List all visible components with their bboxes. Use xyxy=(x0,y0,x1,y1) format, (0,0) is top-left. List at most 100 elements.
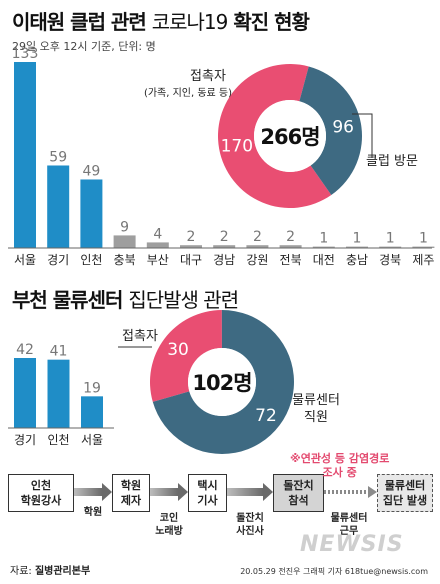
bar-value-충북: 9 xyxy=(120,219,129,235)
itaewon-visit-leader-line xyxy=(352,113,373,158)
itaewon-slice-value-접촉자: 170 xyxy=(221,136,253,156)
x-tick-인천: 인천 xyxy=(80,252,102,267)
flow-box-party-attendee: 돌잔치 참석 xyxy=(273,474,324,512)
source-name: 질병관리본부 xyxy=(34,566,91,577)
bucheon-worker-label-line-1: 물류센터 xyxy=(292,393,340,408)
source-prefix: 자료: xyxy=(10,566,35,577)
flow-label-logistics-work: 물류센터 근무 xyxy=(330,513,368,537)
flow-box-logistics-cluster: 물류센터 집단 발생 xyxy=(377,474,433,512)
bar-제주 xyxy=(412,246,435,248)
bar-value-충남: 1 xyxy=(353,231,362,247)
itaewon-hole xyxy=(254,100,326,172)
flow-arrow-2 xyxy=(150,483,188,501)
credit-line: 20.05.29 전진우 그래픽 기자 618tue@newsis.com xyxy=(240,567,428,576)
bar-value-경기: 59 xyxy=(49,149,67,165)
title-part3: 확진 현황 xyxy=(233,10,310,34)
newsis-watermark: NEWSIS xyxy=(300,532,404,557)
bar-충남 xyxy=(346,246,368,248)
bucheon-worker-label-line-2: 직원 xyxy=(304,410,328,425)
bar-전북 xyxy=(279,245,302,248)
bar-인천 xyxy=(80,179,103,248)
bar-대구 xyxy=(180,245,202,248)
bucheon-slice-접촉자 xyxy=(150,310,222,402)
x-tick-서울: 서울 xyxy=(14,253,36,267)
title-part2: 코로나19 xyxy=(151,10,229,34)
chart-subtitle: 29일 오후 12시 기준, 단위: 명 xyxy=(12,40,156,53)
x-tick-제주: 제주 xyxy=(412,253,434,267)
bucheon-bar-서울 xyxy=(81,396,103,428)
x-tick-부산: 부산 xyxy=(147,253,169,267)
bucheon-total-label: 102명 xyxy=(192,371,251,395)
bucheon-slice-value-접촉자: 30 xyxy=(167,340,189,360)
itaewon-total-label: 266명 xyxy=(260,125,319,149)
bucheon-bar-chart: 42 경기 41 인천 19 서울 xyxy=(8,342,114,447)
investigation-note: ※연관성 등 감염경로 조사 중 xyxy=(290,452,390,479)
bucheon-x-tick-인천: 인천 xyxy=(47,432,69,447)
section2-title-light: 집단발생 관련 xyxy=(128,288,239,312)
section2-title: 부천 물류센터 집단발생 관련 xyxy=(12,284,239,313)
x-tick-대구: 대구 xyxy=(180,253,202,267)
x-tick-경북: 경북 xyxy=(379,253,401,267)
x-tick-경기: 경기 xyxy=(47,253,69,267)
bar-value-인천: 49 xyxy=(82,163,100,179)
bar-경남 xyxy=(213,245,236,248)
bar-경북 xyxy=(379,246,402,248)
title-part1: 이태원 클럽 관련 xyxy=(12,10,147,34)
flow-arrow-4-dotted xyxy=(324,486,377,498)
x-tick-충북: 충북 xyxy=(114,253,136,267)
flow-arrow-3 xyxy=(227,483,273,501)
itaewon-visit-label: 클럽 방문 xyxy=(366,154,418,169)
source-line: 자료: 질병관리본부 xyxy=(10,562,90,577)
flow-label-coin-karaoke: 코인 노래방 xyxy=(155,513,183,537)
bucheon-bar-value-인천: 41 xyxy=(50,344,68,360)
x-tick-대전: 대전 xyxy=(313,253,335,267)
bar-value-대구: 2 xyxy=(187,229,196,245)
bucheon-slice-물류센터-직원 xyxy=(152,309,294,455)
flow-label-academy: 학원 xyxy=(83,507,103,518)
flow-box-taxi-driver: 택시 기사 xyxy=(188,474,227,512)
x-tick-강원: 강원 xyxy=(246,253,268,267)
itaewon-contact-sublabel: (가족, 지인, 동료 등) xyxy=(144,87,232,99)
itaewon-slice-접촉자 xyxy=(218,63,332,208)
regional-bar-chart: 133 서울 59 경기 49 인천 9 충북 4 부산 2 대구 2 경남 2 강원 2 전북 1 대전 1 충남 1 경북… xyxy=(8,46,434,267)
bar-value-경북: 1 xyxy=(386,231,395,247)
flow-box-students: 학원 제자 xyxy=(112,474,150,512)
bar-대전 xyxy=(312,246,335,248)
itaewon-contact-label: 접촉자 xyxy=(190,69,226,84)
bar-value-서울: 133 xyxy=(12,46,39,62)
x-tick-충남: 충남 xyxy=(346,253,368,267)
bucheon-bar-인천 xyxy=(47,359,70,428)
charts-canvas: 133 서울 59 경기 49 인천 9 충북 4 부산 2 대구 2 경남 2 강원 2 전북 1 대전 1 충남 1 경북… xyxy=(8,46,434,455)
bucheon-bar-경기 xyxy=(14,358,36,428)
bar-서울 xyxy=(14,62,36,248)
flow-label-party-photographer: 돌잔치 사진사 xyxy=(236,513,264,537)
bar-부산 xyxy=(146,242,169,248)
bar-강원 xyxy=(246,245,269,248)
itaewon-slice-value-클럽-방문: 96 xyxy=(332,118,354,138)
bucheon-slice-value-물류센터-직원: 72 xyxy=(255,406,277,426)
itaewon-donut-chart: 266명 170 96 접촉자 (가족, 지인, 동료 등) 클럽 방문 xyxy=(144,63,418,208)
bar-충북 xyxy=(113,235,136,248)
bar-value-경남: 2 xyxy=(220,229,229,245)
flow-arrows xyxy=(74,483,377,501)
x-tick-전북: 전북 xyxy=(280,253,302,267)
chart-title: 이태원 클럽 관련 코로나19 확진 현황 xyxy=(12,6,310,35)
flow-box-instructor: 인천 학원강사 xyxy=(8,474,74,512)
x-tick-경남: 경남 xyxy=(213,253,235,267)
bar-value-제주: 1 xyxy=(419,231,428,247)
bucheon-hole xyxy=(188,348,256,416)
section2-title-bold: 부천 물류센터 xyxy=(12,288,123,312)
bar-경기 xyxy=(47,165,70,248)
bucheon-x-tick-서울: 서울 xyxy=(81,433,103,447)
bucheon-bar-value-경기: 42 xyxy=(16,342,34,358)
bar-value-전북: 2 xyxy=(286,229,295,245)
itaewon-slice-클럽-방문 xyxy=(299,66,363,195)
bucheon-bar-value-서울: 19 xyxy=(83,380,101,396)
bucheon-contact-label: 접촉자 xyxy=(122,329,158,344)
bar-value-부산: 4 xyxy=(153,226,162,242)
bar-value-대전: 1 xyxy=(319,231,328,247)
bar-value-강원: 2 xyxy=(253,229,262,245)
bucheon-x-tick-경기: 경기 xyxy=(14,433,36,447)
flow-arrow-1 xyxy=(74,483,112,501)
